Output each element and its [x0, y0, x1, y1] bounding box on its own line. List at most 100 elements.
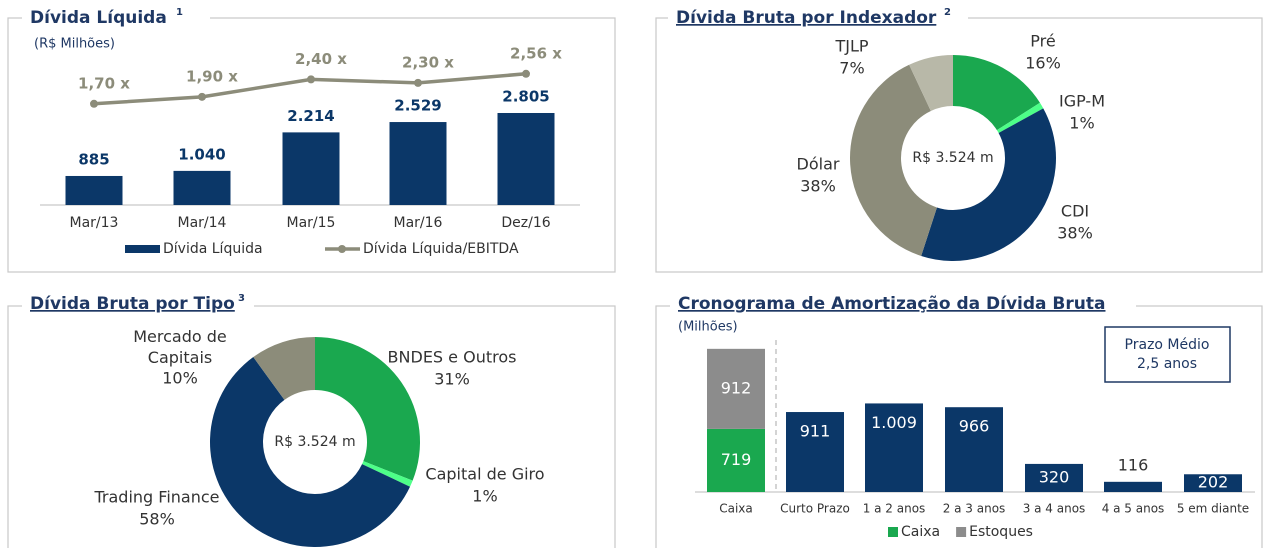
- panel: [7, 305, 616, 552]
- legend-label: Estoques: [969, 524, 1033, 540]
- subtitle: (R$ Milhões): [34, 37, 115, 52]
- title-bg: [22, 291, 254, 317]
- x-tick-label: Mar/13: [70, 215, 119, 231]
- bar-segment: [945, 407, 1003, 492]
- slice-value-label: 7%: [839, 59, 864, 78]
- x-tick-label: Mar/16: [394, 215, 443, 231]
- donut-slice: [996, 102, 1044, 133]
- x-tick-label: 1 a 2 anos: [863, 502, 926, 516]
- legend-label: Dívida Líquida/EBITDA: [363, 241, 519, 257]
- bar-segment: [707, 348, 765, 429]
- x-tick-label: Dez/16: [501, 215, 550, 231]
- value-label: 1,70 x: [78, 74, 130, 92]
- slice-label: Mercado de Capitais: [133, 327, 227, 367]
- donut-slice: [850, 64, 937, 256]
- slice-value-label: 1%: [1069, 114, 1094, 133]
- value-label: 966: [959, 417, 990, 436]
- chart-title: Dívida Líquida: [30, 8, 167, 28]
- value-label: 2.805: [502, 87, 549, 105]
- legend-swatch: [125, 245, 160, 253]
- value-label: 2.529: [394, 97, 441, 115]
- footnote: 1: [176, 7, 183, 18]
- slice-value-label: 10%: [162, 369, 198, 388]
- legend-label: Dívida Líquida: [163, 241, 263, 257]
- slice-label: Capital de Giro: [425, 465, 544, 484]
- donut-slice: [210, 357, 411, 547]
- x-tick-label: 4 a 5 anos: [1102, 502, 1165, 516]
- slice-value-label: 38%: [800, 177, 836, 196]
- legend-label: Caixa: [901, 524, 940, 540]
- slice-label: Trading Finance: [94, 488, 220, 507]
- footnote: 2: [944, 7, 951, 18]
- line-marker: [522, 69, 530, 78]
- donut-slice: [921, 108, 1057, 262]
- annotation-box: [1104, 326, 1231, 383]
- title-bg: [670, 291, 1136, 317]
- donut-slice: [253, 337, 315, 400]
- x-tick-label: Caixa: [719, 502, 753, 516]
- legend-swatch: [888, 527, 898, 537]
- center-label: R$ 3.524 m: [274, 434, 355, 450]
- value-label: 1,90 x: [186, 67, 238, 85]
- slice-value-label: 58%: [139, 510, 175, 529]
- value-label: 911: [800, 422, 831, 441]
- slice-value-label: 1%: [472, 487, 497, 506]
- slice-label: TJLP: [834, 37, 868, 56]
- value-label: 1.009: [871, 413, 917, 432]
- legend-swatch: [338, 245, 346, 253]
- bar: [173, 170, 231, 205]
- title-bg: [668, 5, 968, 31]
- x-tick-label: Mar/14: [178, 215, 227, 231]
- slice-value-label: 31%: [434, 370, 470, 389]
- subtitle: (Milhões): [678, 320, 738, 335]
- x-tick-label: Curto Prazo: [780, 502, 850, 516]
- annotation: 2,5 anos: [1137, 356, 1197, 372]
- bar-segment: [707, 428, 765, 492]
- donut-slice: [315, 337, 421, 481]
- panel: [7, 17, 616, 273]
- value-label: 885: [78, 150, 109, 168]
- x-tick-label: 5 em diante: [1177, 502, 1249, 516]
- value-label: 1.040: [178, 145, 225, 163]
- x-tick-label: 2 a 3 anos: [943, 502, 1006, 516]
- bar-segment: [865, 403, 923, 492]
- value-label: 912: [721, 378, 752, 397]
- center-label: R$ 3.524 m: [912, 150, 993, 166]
- x-tick-label: Mar/15: [287, 215, 336, 231]
- line-marker: [90, 99, 98, 108]
- value-label: 202: [1198, 473, 1229, 492]
- bar: [282, 132, 340, 205]
- line-marker: [414, 78, 422, 87]
- value-label: 2,40 x: [295, 50, 347, 68]
- annotation: Prazo Médio: [1125, 337, 1210, 353]
- value-label: 2,56 x: [510, 44, 562, 62]
- value-label: 2,30 x: [402, 53, 454, 71]
- value-label: 116: [1118, 455, 1149, 474]
- slice-value-label: 16%: [1025, 54, 1061, 73]
- bar: [389, 122, 447, 205]
- value-label: 2.214: [287, 107, 334, 125]
- legend-swatch: [956, 527, 967, 537]
- slice-label: IGP-M: [1059, 92, 1105, 111]
- bar-segment: [1025, 463, 1083, 492]
- chart-title: Dívida Bruta por Tipo: [30, 294, 235, 314]
- donut-slice: [953, 55, 1040, 131]
- bar-segment: [786, 412, 844, 492]
- chart-title: Dívida Bruta por Indexador: [676, 8, 937, 28]
- value-label: 320: [1039, 467, 1070, 486]
- bar-segment: [1104, 481, 1162, 492]
- x-tick-label: 3 a 4 anos: [1023, 502, 1086, 516]
- chart-title: Cronograma de Amortização da Dívida Brut…: [678, 294, 1105, 314]
- footnote: 3: [238, 293, 245, 304]
- bar: [497, 112, 555, 205]
- value-label: 719: [721, 450, 752, 469]
- donut-slice: [362, 461, 413, 487]
- bar: [65, 175, 123, 205]
- bar-segment: [1184, 474, 1242, 492]
- title-bg: [22, 5, 210, 31]
- slice-value-label: 38%: [1057, 224, 1093, 243]
- slice-label: CDI: [1061, 202, 1089, 221]
- line-marker: [307, 75, 315, 84]
- line-marker: [198, 92, 206, 101]
